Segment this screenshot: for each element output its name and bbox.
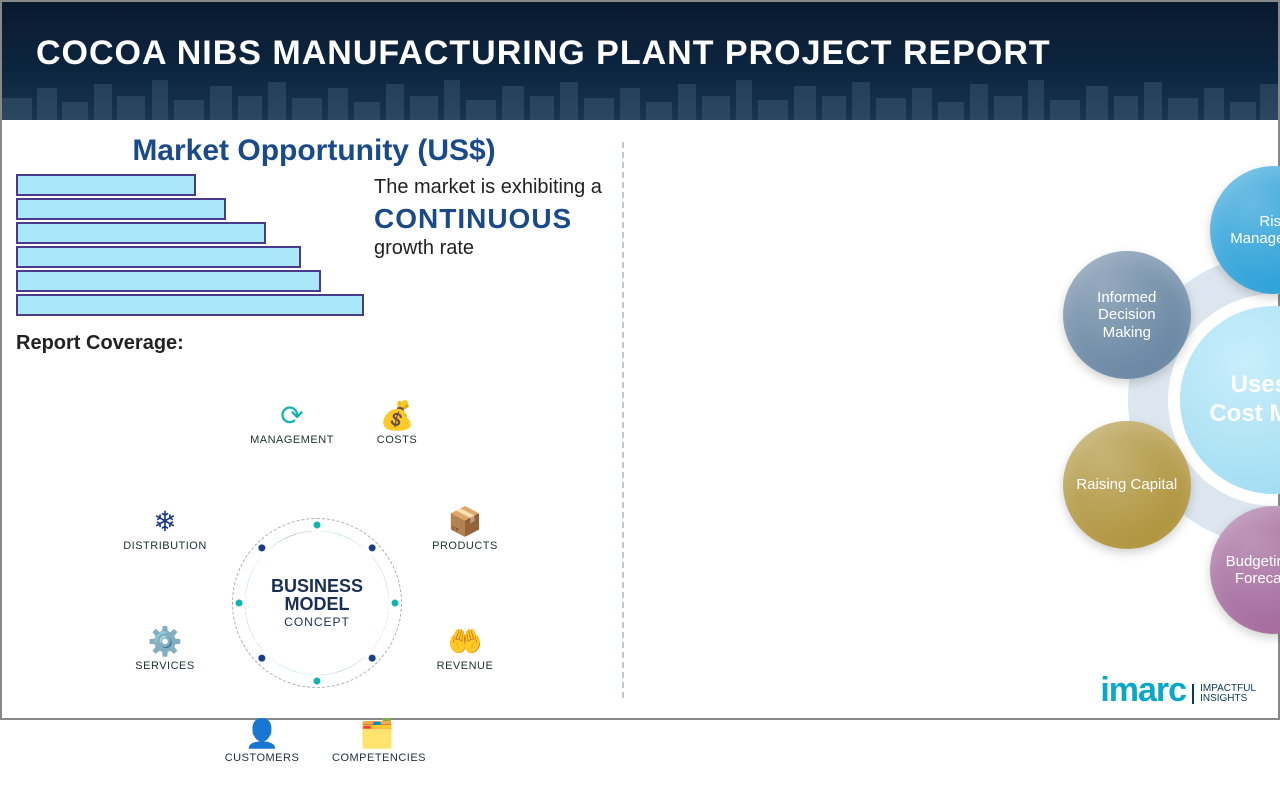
summary-line2: CONTINUOUS	[374, 203, 602, 235]
market-bar	[16, 174, 196, 196]
skyline-decor	[2, 78, 1278, 120]
bm-node-label: COMPETENCIES	[332, 752, 422, 764]
brand-tagline: IMPACTFUL INSIGHTS	[1192, 684, 1256, 704]
bm-node-distribution: ❄ DISTRIBUTION	[120, 508, 210, 552]
bm-node-label: CUSTOMERS	[217, 752, 307, 764]
bm-node-label: PRODUCTS	[420, 540, 510, 552]
brand-name: imarc	[1100, 671, 1186, 710]
market-bar	[16, 294, 364, 316]
management-icon: ⟳	[247, 402, 337, 430]
bm-node-label: REVENUE	[420, 660, 510, 672]
bm-node-competencies: 🗂️ COMPETENCIES	[332, 720, 422, 764]
header: COCOA NIBS MANUFACTURING PLANT PROJECT R…	[2, 2, 1278, 120]
bm-node-label: MANAGEMENT	[247, 434, 337, 446]
bm-node-label: DISTRIBUTION	[120, 540, 210, 552]
services-icon: ⚙️	[120, 628, 210, 656]
market-bar	[16, 246, 301, 268]
cost-model-petal: Raising Capital	[1063, 421, 1191, 549]
costs-icon: 💰	[352, 402, 442, 430]
bm-core-l2: MODEL	[285, 595, 350, 613]
left-panel: Market Opportunity (US$) The market is e…	[2, 120, 622, 720]
customers-icon: 👤	[217, 720, 307, 748]
bm-node-management: ⟳ MANAGEMENT	[247, 402, 337, 446]
market-bar	[16, 270, 321, 292]
market-summary: The market is exhibiting a CONTINUOUS gr…	[366, 174, 602, 318]
report-coverage-title: Report Coverage:	[16, 332, 612, 355]
competencies-icon: 🗂️	[332, 720, 422, 748]
business-model-diagram: BUSINESS MODEL CONCEPT ⟳MANAGEMENT💰COSTS…	[12, 410, 602, 790]
bm-node-revenue: 🤲 REVENUE	[420, 628, 510, 672]
market-title: Market Opportunity (US$)	[16, 134, 612, 168]
cost-model-diagram: Uses ofCost Model Risk ManagementValuati…	[1084, 210, 1280, 590]
summary-line3: growth rate	[374, 237, 602, 260]
bm-node-label: COSTS	[352, 434, 442, 446]
bm-core-l1: BUSINESS	[271, 577, 363, 595]
revenue-icon: 🤲	[420, 628, 510, 656]
bm-node-services: ⚙️ SERVICES	[120, 628, 210, 672]
bm-node-customers: 👤 CUSTOMERS	[217, 720, 307, 764]
summary-line1: The market is exhibiting a	[374, 176, 602, 199]
page-title: COCOA NIBS MANUFACTURING PLANT PROJECT R…	[2, 2, 1278, 73]
bm-node-label: SERVICES	[120, 660, 210, 672]
right-panel: Uses ofCost Model Risk ManagementValuati…	[624, 120, 1278, 720]
bm-core-l3: CONCEPT	[284, 615, 350, 629]
market-bar-chart	[16, 174, 366, 318]
bm-node-products: 📦 PRODUCTS	[420, 508, 510, 552]
business-model-core: BUSINESS MODEL CONCEPT	[232, 518, 402, 688]
brand-logo: imarc IMPACTFUL INSIGHTS	[1100, 671, 1256, 710]
cost-model-petal: Informed Decision Making	[1063, 251, 1191, 379]
bm-node-costs: 💰 COSTS	[352, 402, 442, 446]
market-bar	[16, 198, 226, 220]
distribution-icon: ❄	[120, 508, 210, 536]
market-bar	[16, 222, 266, 244]
products-icon: 📦	[420, 508, 510, 536]
